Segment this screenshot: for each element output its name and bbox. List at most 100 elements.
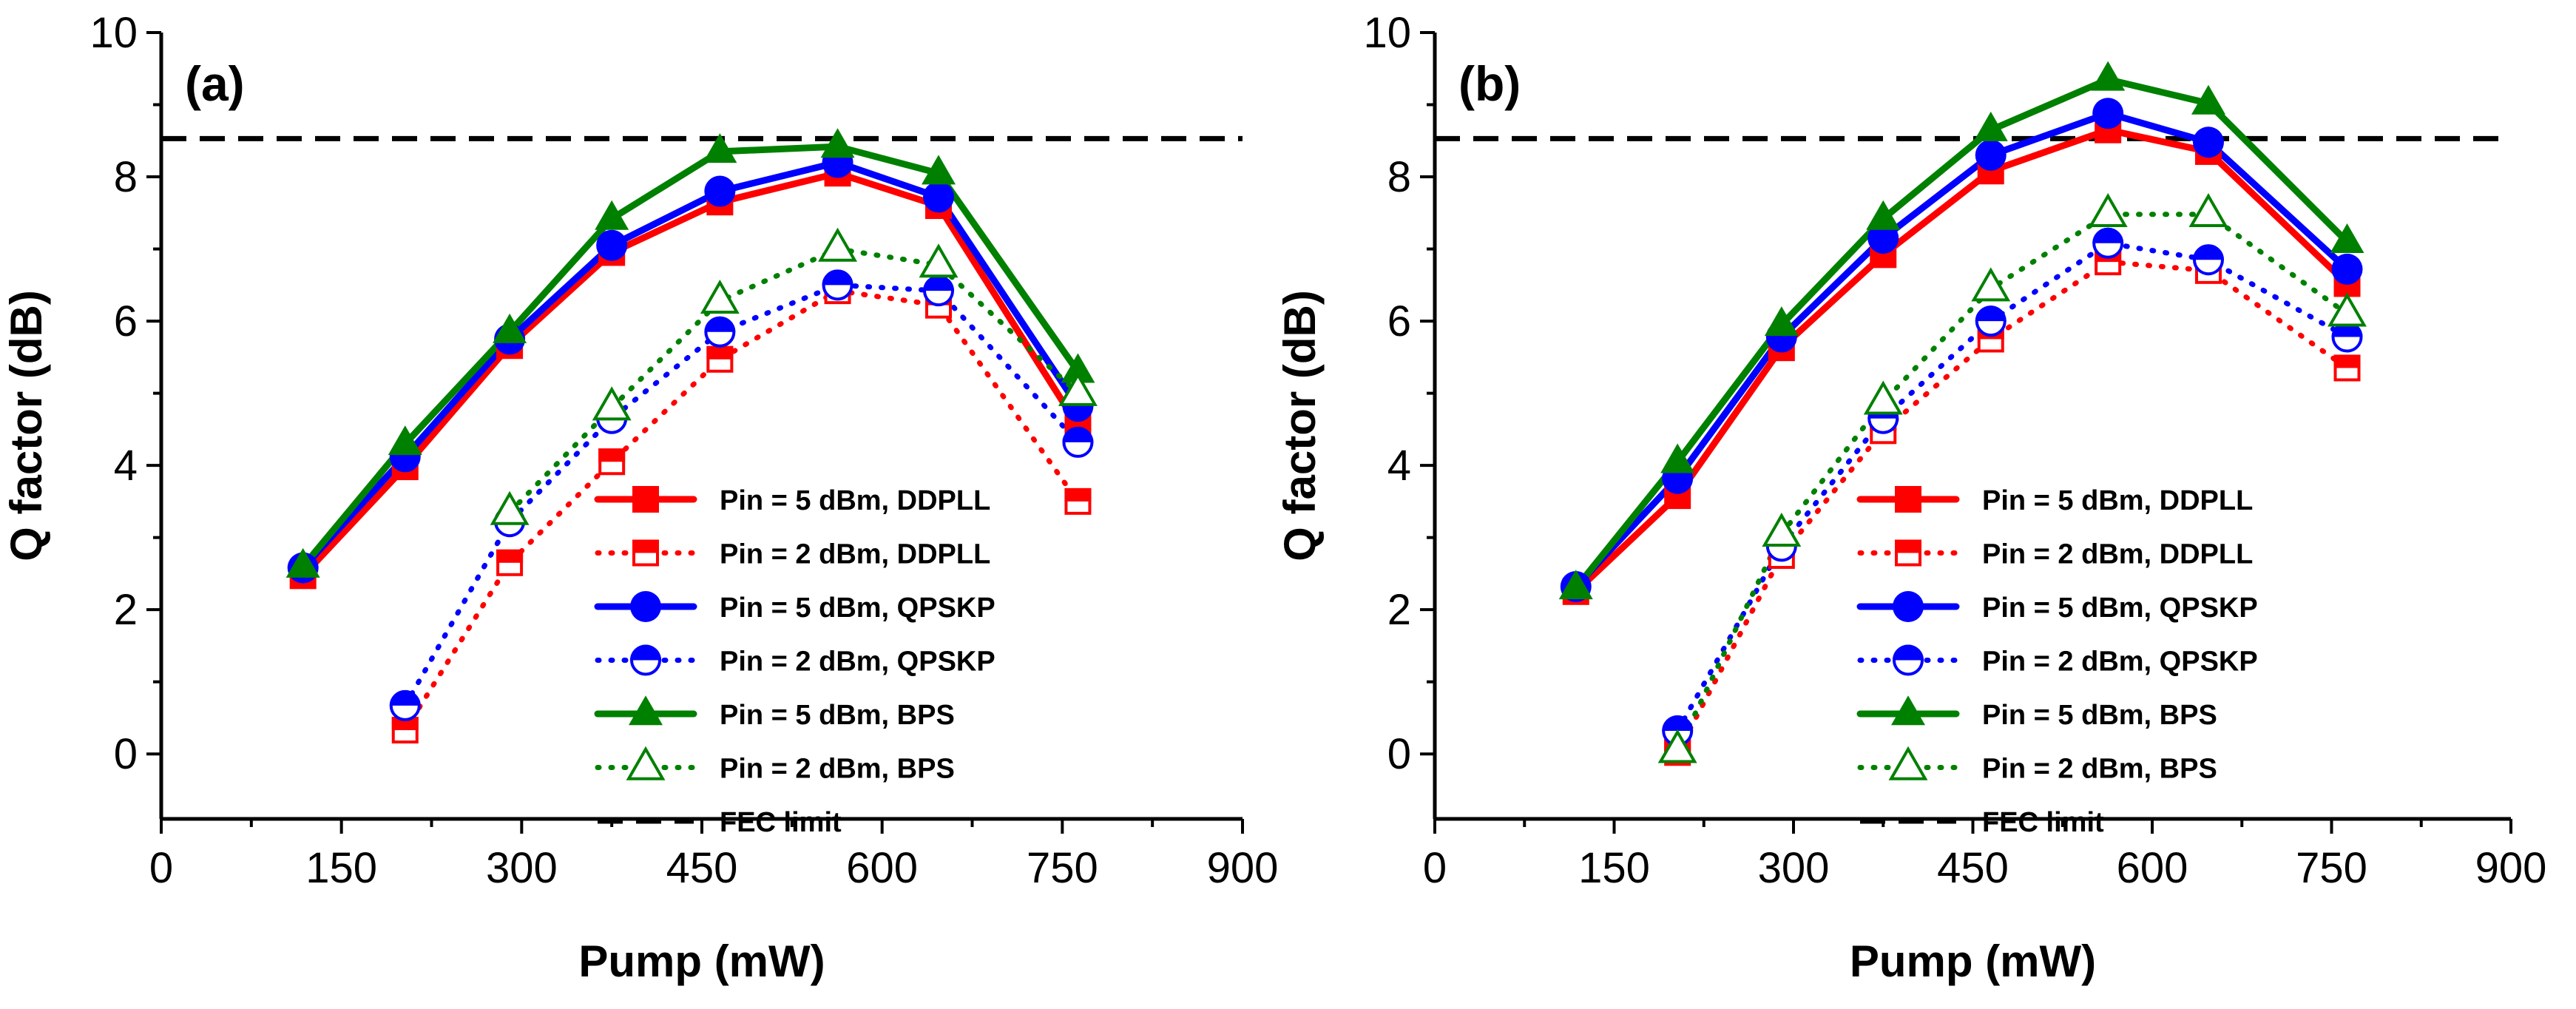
data-point-s3-4 [2092,227,2124,259]
data-point-s1-6 [2333,354,2361,382]
data-point-s1-6-fill [2333,354,2361,368]
data-point-s4-0 [1558,570,1593,600]
data-point-s5-0 [490,490,530,525]
x-tick-label: 150 [1578,844,1650,892]
data-point-s3-3 [1975,306,2007,337]
data-point-s1-2 [598,448,626,476]
x-tick-label: 600 [846,844,918,892]
data-point-s5-5 [2188,192,2228,227]
data-point-s1-3-fill [706,345,734,360]
data-point-s4-4 [703,133,737,163]
legend-marker-3-fill [1893,644,1924,661]
x-tick-label: 450 [666,844,738,892]
series-line-4 [300,143,1081,570]
x-axis-title: Pump (mW) [578,937,825,986]
data-point-s2-4 [704,175,736,207]
legend-label-5: Pin = 2 dBm, BPS [1982,754,2217,785]
data-point-s5-3 [1971,267,2011,302]
legend-marker-0 [632,486,659,513]
data-point-s4-2 [493,313,527,343]
data-point-s5-6 [2327,292,2367,327]
x-tick-label: 750 [1027,844,1098,892]
data-point-s2-3 [596,229,628,261]
series-markers [1558,61,2367,766]
y-tick-label: 8 [1387,153,1411,201]
data-point-s1-6 [1064,487,1092,515]
data-point-s2-6 [2192,126,2224,158]
data-point-s4-1 [1660,443,1695,473]
data-point-s1-1-fill [496,549,524,563]
data-point-s3-0-fill [389,689,421,706]
data-point-s3-4-fill [822,269,853,286]
y-tick-label: 10 [1363,9,1411,57]
y-tick-label: 4 [114,442,138,490]
series-lines [300,143,1081,733]
y-axis-title: Q factor (dB) [1275,290,1325,561]
x-tick-label: 150 [305,844,377,892]
data-point-s3-0-fill [1662,715,1694,732]
data-point-s3-5-fill [923,275,955,291]
x-axis-title: Pump (mW) [1850,937,2096,986]
data-point-s4-3 [595,200,629,230]
data-point-s5-2 [1863,380,1903,415]
data-point-s3-3 [704,316,736,348]
data-point-s4-5 [2091,61,2126,91]
data-point-s3-6-fill [1062,426,1094,442]
y-tick-label: 0 [1387,730,1411,778]
legend-marker-5 [626,746,666,780]
legend-marker-1-fill [1895,539,1921,553]
legend-label-3: Pin = 2 dBm, QPSKP [720,647,995,678]
legend-label-1: Pin = 2 dBm, DDPLL [1982,539,2253,570]
x-tick-label: 300 [1758,844,1830,892]
data-point-s2-6 [923,181,955,213]
y-tick-label: 6 [114,297,138,345]
series-line-5 [507,246,1081,515]
legend-label-1: Pin = 2 dBm, DDPLL [720,539,990,570]
data-point-s3-6 [1062,426,1094,458]
data-point-s4-3 [1866,200,1901,230]
legend-label-0: Pin = 5 dBm, DDPLL [720,485,990,516]
data-point-s4-6 [2191,84,2225,115]
data-point-s5-2 [700,279,740,314]
legend-marker-5 [1888,746,1928,780]
legend-label-2: Pin = 5 dBm, QPSKP [720,593,995,624]
data-point-s1-6-fill [1064,487,1092,502]
series-line-2 [1572,109,2350,590]
data-point-s2-7 [2331,253,2363,285]
series-line-4 [1572,75,2350,592]
x-tick-label: 750 [2296,844,2367,892]
y-axis-title: Q factor (dB) [1,290,51,561]
data-point-s5-5 [1058,371,1098,406]
data-point-s3-5 [2192,244,2224,276]
data-point-s5-4 [2088,192,2128,227]
legend-label-4: Pin = 5 dBm, BPS [1982,700,2217,731]
legend-label-3: Pin = 2 dBm, QPSKP [1982,647,2258,678]
y-tick-label: 8 [114,153,138,201]
data-point-s4-0 [285,547,320,578]
y-tick-label: 4 [1387,442,1411,490]
data-point-s3-3-fill [1975,306,2007,322]
legend-marker-3-fill [630,644,661,661]
data-point-s1-3 [706,345,734,373]
data-point-s4-7 [1061,353,1095,383]
legend-fec-label: FEC limit [1982,807,2104,838]
data-point-s1-0-fill [391,717,419,731]
series-markers [285,128,1098,744]
legend-marker-4 [1891,695,1925,726]
data-point-s4-5 [820,128,855,158]
y-tick-label: 6 [1387,297,1411,345]
x-tick-label: 0 [149,844,173,892]
legend-fec-label: FEC limit [720,807,842,838]
data-point-s1-1 [496,549,524,576]
x-tick-label: 300 [486,844,558,892]
data-point-s4-1 [388,425,422,456]
data-point-s2-5 [2092,98,2124,129]
data-point-s4-6 [922,155,956,185]
data-point-s3-4-fill [2092,227,2124,243]
x-tick-label: 600 [2117,844,2188,892]
series-line-2 [300,159,1081,572]
data-point-s2-4 [1975,139,2007,171]
legend: Pin = 5 dBm, DDPLL Pin = 2 dBm, DDPLL Pin … [594,485,995,838]
legend-label-0: Pin = 5 dBm, DDPLL [1982,485,2253,516]
